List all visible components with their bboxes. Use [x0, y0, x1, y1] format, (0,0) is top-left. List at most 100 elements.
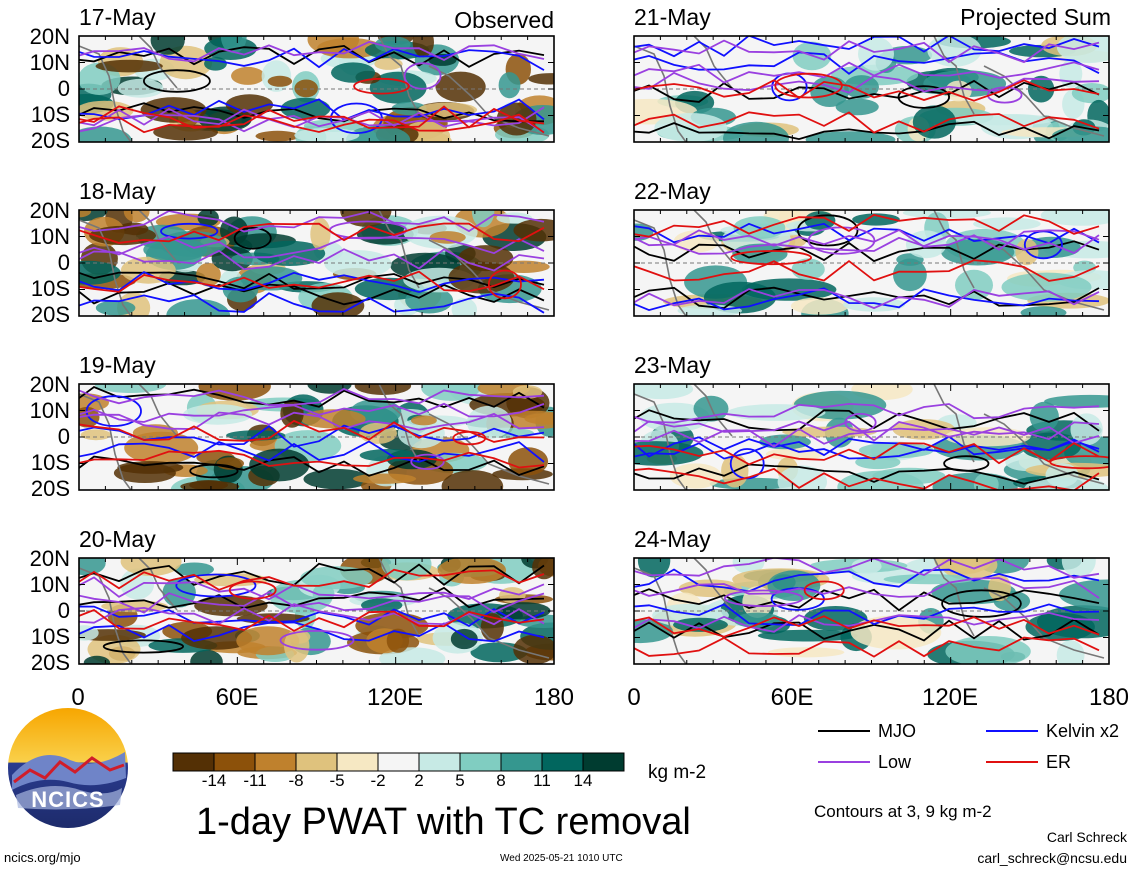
contour-ER: [634, 111, 1100, 134]
observed-tag: Observed: [454, 7, 554, 33]
pwat-anomaly-blob: [805, 131, 896, 142]
contour-ER: [634, 636, 1100, 658]
coastline: [933, 558, 975, 637]
contour-Low: [634, 61, 1100, 84]
pwat-anomaly-blob: [79, 625, 99, 641]
lon-label-obs: 0: [71, 684, 85, 711]
pwat-anomaly-blob: [429, 231, 466, 244]
lat-label: 0: [57, 250, 70, 275]
colorbar: [172, 752, 625, 772]
contour-ER: [79, 113, 545, 134]
pwat-anomaly-blob: [121, 256, 176, 284]
contour-MJO-closed: [943, 455, 990, 472]
contour-MJO-closed: [189, 463, 239, 479]
pwat-anomaly-blob: [95, 300, 136, 316]
pwat-anomaly-blob: [310, 217, 331, 251]
lon-label-obs: 60E: [215, 684, 259, 711]
contour-Low: [634, 426, 1100, 448]
panel-date-obs-2: 18-May: [79, 178, 156, 204]
contour-Low-closed: [844, 412, 877, 433]
lat-label: 10N: [29, 224, 70, 249]
colorbar-swatch: [336, 752, 379, 772]
contour-Kelvin x2: [79, 292, 545, 314]
pwat-anomaly-blob: [346, 125, 411, 142]
pwat-anomaly-blob: [255, 130, 300, 142]
panel-date-obs-4: 20-May: [79, 526, 156, 552]
pwat-anomaly-blob: [166, 299, 231, 316]
contour-Low: [634, 558, 1100, 579]
map-panels: [78, 35, 1110, 665]
colorbar-swatch: [418, 752, 461, 772]
pwat-anomaly-blob: [513, 218, 554, 242]
contour-ER-closed: [730, 250, 812, 266]
lat-label: 20S: [30, 650, 70, 675]
pwat-anomaly-blob: [498, 260, 550, 273]
pwat-anomaly-blob: [386, 628, 410, 653]
pwat-anomaly-blob: [912, 105, 956, 139]
contour-Low-closed: [403, 62, 442, 90]
contour-MJO-closed: [796, 214, 859, 247]
contour-Low: [634, 402, 1100, 424]
pwat-anomaly-blob: [767, 570, 821, 601]
pwat-anomaly-blob: [902, 210, 991, 219]
pwat-anomaly-blob: [723, 121, 789, 142]
pwat-anomaly-blob: [284, 629, 310, 663]
contour-MJO: [634, 409, 1100, 432]
contour-Low: [634, 288, 1100, 310]
timestamp: Wed 2025-05-21 1010 UTC: [500, 853, 623, 864]
pwat-anomaly-blob: [893, 258, 927, 292]
pwat-anomaly-blob: [757, 629, 858, 642]
coastline: [634, 393, 687, 490]
pwat-anomaly-blob: [79, 126, 132, 142]
contour-MJO-closed: [897, 85, 950, 109]
contour-Low: [79, 411, 545, 431]
contour-ER: [79, 419, 545, 443]
contour-ER: [79, 270, 545, 293]
pwat-anomaly-blob: [1001, 272, 1092, 302]
pwat-anomaly-blob: [143, 238, 208, 262]
pwat-anomaly-blob: [512, 385, 543, 399]
pwat-anomaly-blob: [790, 297, 849, 315]
contour-Kelvin x2: [634, 603, 1100, 627]
contour-Kelvin x2: [634, 36, 1100, 58]
pwat-anomaly-blob: [194, 573, 268, 587]
colorbar-label: -2: [370, 771, 386, 790]
chart-title: 1-day PWAT with TC removal: [196, 801, 691, 843]
legend-label-kelvin: Kelvin x2: [1046, 721, 1120, 741]
lon-label-proj: 0: [627, 684, 641, 711]
pwat-anomaly-blob: [294, 79, 318, 98]
lat-label: 10S: [30, 102, 70, 127]
contour-ER-closed: [487, 269, 522, 300]
map-panel-17-May: [78, 35, 555, 143]
lat-label: 0: [57, 424, 70, 449]
coastline: [933, 210, 975, 289]
pwat-anomaly-blob: [94, 384, 167, 393]
contour-ER: [634, 259, 1100, 282]
colorbar-swatch: [377, 752, 420, 772]
contour-Low: [79, 210, 545, 233]
lon-label-proj: 60E: [770, 684, 814, 711]
lat-label: 0: [57, 598, 70, 623]
colorbar-swatch: [213, 752, 256, 772]
contour-MJO: [634, 79, 1100, 103]
pwat-anomaly-blob: [1040, 210, 1109, 226]
contour-ER: [634, 615, 1100, 638]
contour-Kelvin x2: [634, 222, 1100, 245]
coastline: [79, 219, 132, 316]
pwat-anomaly-blob: [955, 114, 1056, 126]
panel-date-proj-2: 22-May: [634, 178, 711, 204]
contour-MJO: [79, 586, 545, 610]
colorbar-label: -14: [201, 771, 227, 790]
colorbar-label: -5: [329, 771, 345, 790]
contour-Low: [634, 228, 1100, 251]
contour-Low: [634, 611, 1100, 633]
map-panel-23-May: [633, 383, 1110, 491]
map-panel-21-May: [633, 35, 1110, 143]
pwat-anomaly-blob: [945, 636, 1031, 664]
pwat-anomaly-blob: [83, 655, 110, 664]
contour-ER-closed: [353, 77, 410, 95]
map-panel-20-May: [78, 557, 555, 665]
pwat-anomaly-blob: [532, 558, 554, 580]
lat-label: 10S: [30, 624, 70, 649]
contour-Kelvin x2: [634, 440, 1100, 460]
